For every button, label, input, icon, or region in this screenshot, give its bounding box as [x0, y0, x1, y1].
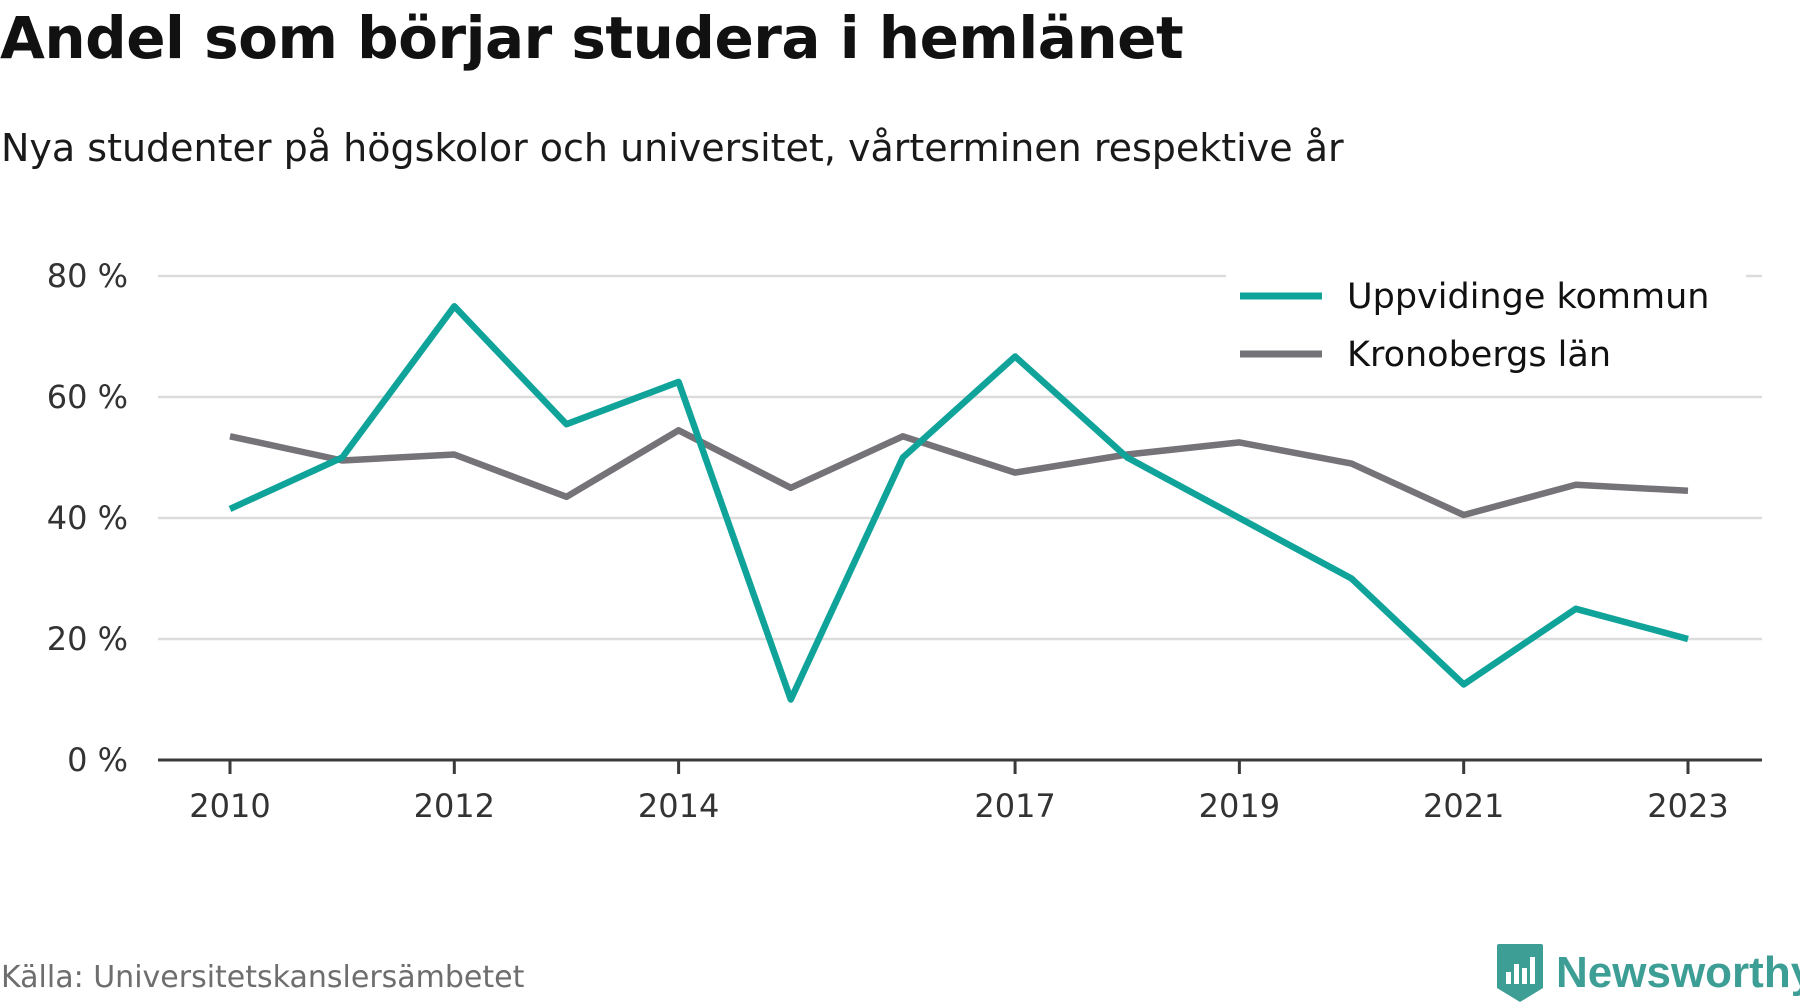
series-line-kronoberg: [229, 427, 1689, 519]
x-tick-label: 2019: [1199, 787, 1280, 825]
y-tick-label: 0 %: [67, 741, 128, 779]
y-tick-label: 60 %: [47, 378, 128, 416]
chart-title: Andel som börjar studera i hemlänet: [0, 4, 1184, 72]
y-tick-label: 40 %: [47, 499, 128, 537]
x-tick-label: 2017: [974, 787, 1055, 825]
source-note: Källa: Universitetskanslersämbetet: [1, 960, 525, 995]
y-tick-label: 80 %: [47, 257, 128, 295]
legend-label-uppvidinge: Uppvidinge kommun: [1347, 277, 1709, 317]
x-tick-label: 2023: [1647, 787, 1728, 825]
brand-logo: Newsworthy: [1495, 942, 1800, 1004]
chart-subtitle: Nya studenter på högskolor och universit…: [1, 126, 1344, 170]
newsworthy-logo-icon: [1497, 944, 1543, 1002]
x-tick-label: 2012: [414, 787, 495, 825]
x-tick-label: 2021: [1423, 787, 1504, 825]
brand-name: Newsworthy: [1556, 948, 1800, 997]
series-line-uppvidinge: [228, 303, 1689, 703]
x-tick-label: 2014: [638, 787, 719, 825]
legend-label-kronoberg: Kronobergs län: [1347, 335, 1611, 375]
x-tick-label: 2010: [189, 787, 270, 825]
legend-background: [1226, 268, 1746, 380]
y-tick-label: 20 %: [47, 620, 128, 658]
